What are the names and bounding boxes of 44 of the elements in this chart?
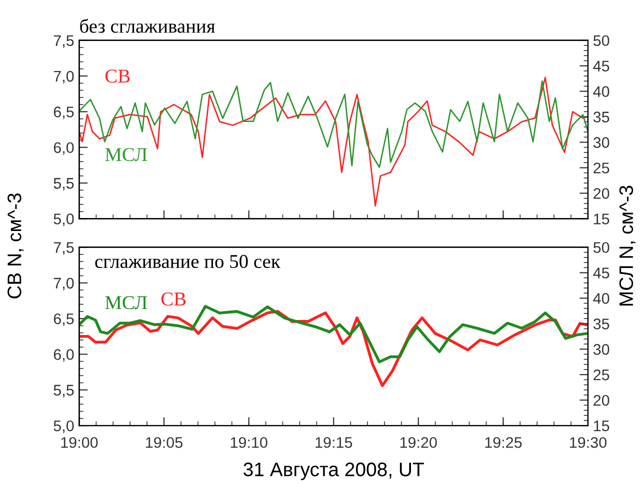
y-tick-label: 5,5 [54,384,74,398]
x-tick-label: 19:05 [146,437,182,448]
chart-title: без сглаживания [80,18,215,33]
y2-tick-label: 50 [593,35,610,46]
y2-tick-label: 25 [594,369,610,380]
y-tick-label: 6,5 [54,106,74,120]
y-tick-label: 5,0 [54,214,74,226]
y2-tick-label: 15 [594,420,610,432]
series-label: СВ [105,70,130,83]
y2-tick-label: 45 [593,60,610,72]
y-tick-label: 6,5 [54,313,74,326]
x-tick-label: 19:30 [570,437,606,448]
y2-tick-label: 45 [593,268,610,278]
series-label: МСЛ [105,296,148,310]
y-tick-label: 5,0 [54,420,74,434]
y2-tick-label: 50 [593,242,610,253]
y-tick-label: 6,0 [54,142,74,155]
x-tick-label: 19:15 [316,437,352,448]
y-tick-label: 7,5 [54,35,74,48]
y-axis-title: СВ N, см^-3 [8,193,24,298]
x-tick-label: 19:20 [400,437,437,448]
x-tick-label: 19:00 [61,437,98,448]
y2-tick-label: 30 [593,344,610,355]
y2-tick-label: 20 [594,394,610,406]
y2-axis-title: МСЛ N, см^-3 [619,186,636,306]
series-label: СВ [161,292,186,306]
y2-tick-label: 35 [593,318,610,330]
chart-title: сглаживание по 50 сек [95,254,280,268]
y2-tick-label: 35 [593,112,610,122]
y2-tick-label: 25 [594,162,610,174]
y-tick-label: 7,0 [54,278,74,290]
y2-tick-label: 40 [593,86,610,97]
y2-tick-label: 40 [593,293,610,304]
x-axis-title: 31 Августа 2008, UT [244,462,424,480]
series-label: МСЛ [105,148,148,162]
y-tick-label: 5,5 [54,178,74,191]
y-tick-label: 7,5 [54,242,74,255]
y-tick-label: 6,0 [54,349,74,362]
y2-tick-label: 30 [593,137,610,148]
y2-tick-label: 20 [594,188,610,199]
y-tick-label: 7,0 [54,70,74,84]
x-tick-label: 19:10 [230,437,268,448]
x-tick-label: 19:25 [485,437,522,448]
y2-tick-label: 15 [594,214,610,224]
